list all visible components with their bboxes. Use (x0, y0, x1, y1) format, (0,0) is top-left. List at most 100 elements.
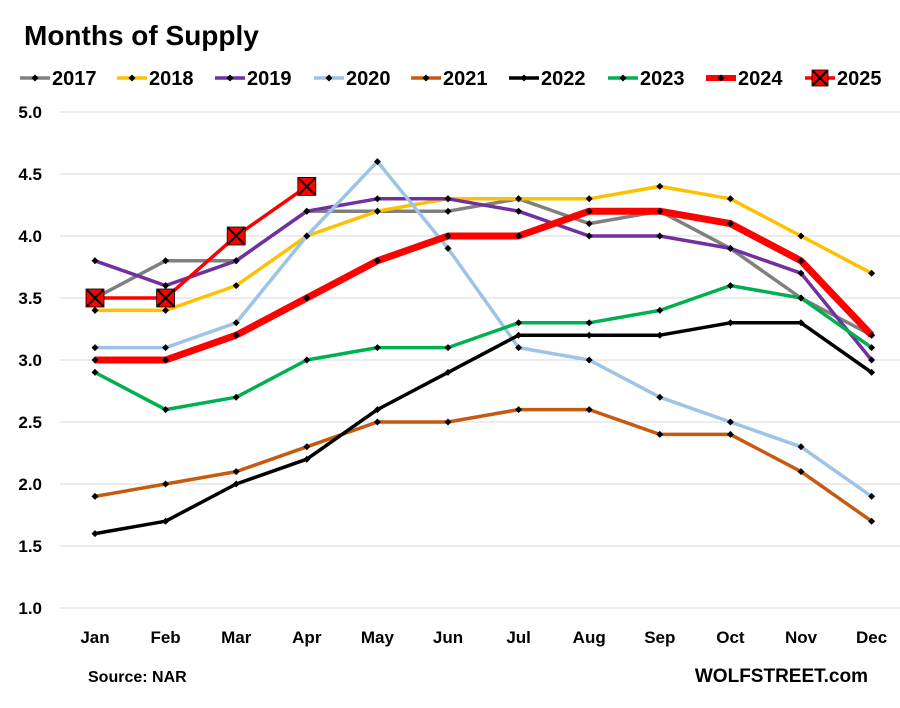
data-point-2019 (726, 244, 734, 252)
data-point-2020 (162, 344, 170, 352)
x-tick-label: Apr (292, 628, 322, 647)
x-tick-label: Oct (716, 628, 745, 647)
data-point-2017 (444, 207, 452, 215)
data-point-2024 (585, 207, 593, 215)
data-point-2020 (726, 418, 734, 426)
legend-item-2019: 2019 (215, 68, 292, 90)
data-point-2022 (162, 517, 170, 525)
data-point-2023 (162, 406, 170, 414)
data-point-2020 (373, 158, 381, 166)
legend-label: 2022 (541, 68, 586, 90)
y-tick-label: 3.0 (18, 351, 42, 370)
legend-item-2025: 2025 (805, 68, 882, 90)
legend-item-2018: 2018 (117, 68, 194, 90)
y-axis: 1.0 1.5 2.0 2.5 3.0 3.5 4.0 4.5 5.0 (18, 103, 42, 618)
series-line-2024 (95, 207, 875, 364)
data-point-2019 (797, 269, 805, 277)
data-point-2023 (232, 393, 240, 401)
data-point-2020 (656, 393, 664, 401)
data-point-2021 (444, 418, 452, 426)
legend-label: 2018 (149, 68, 194, 90)
x-tick-label: Nov (785, 628, 818, 647)
data-point-2023 (515, 319, 523, 327)
data-point-2025 (156, 288, 176, 308)
legend-marker (325, 74, 333, 82)
data-point-2019 (868, 356, 876, 364)
series-line-2020 (95, 159, 873, 498)
data-point-2023 (444, 344, 452, 352)
data-point-2021 (232, 468, 240, 476)
data-point-2017 (162, 257, 170, 265)
legend-marker (520, 74, 528, 82)
data-point-2022 (797, 319, 805, 327)
x-tick-label: Dec (856, 628, 887, 647)
legend-item-2021: 2021 (411, 68, 488, 90)
data-point-2021 (515, 406, 523, 414)
legend-label: 2025 (837, 68, 882, 90)
data-point-2019 (656, 232, 664, 240)
data-point-2023 (656, 306, 664, 314)
data-point-2019 (91, 257, 99, 265)
legend-marker-x (812, 70, 828, 86)
y-tick-label: 5.0 (18, 103, 42, 122)
data-point-2022 (515, 331, 523, 339)
data-point-2019 (162, 282, 170, 290)
data-point-2023 (91, 368, 99, 376)
data-point-2024 (444, 232, 452, 240)
y-tick-label: 2.0 (18, 475, 42, 494)
data-point-2020 (515, 344, 523, 352)
data-point-2023 (373, 344, 381, 352)
legend-marker (226, 74, 234, 82)
legend-label: 2020 (346, 68, 391, 90)
data-point-2024 (303, 294, 311, 302)
data-point-2018 (726, 195, 734, 203)
data-point-2018 (91, 306, 99, 314)
legend-label: 2024 (738, 68, 783, 90)
legend-marker (128, 74, 136, 82)
y-tick-label: 1.5 (18, 537, 42, 556)
data-point-2020 (797, 443, 805, 451)
data-point-2022 (444, 368, 452, 376)
data-point-2022 (232, 480, 240, 488)
data-point-2018 (232, 282, 240, 290)
data-point-2019 (585, 232, 593, 240)
source-note: Source: NAR (88, 669, 187, 686)
data-point-2021 (373, 418, 381, 426)
data-point-2018 (797, 232, 805, 240)
series-line-2025 (95, 184, 308, 300)
legend-item-2022: 2022 (509, 68, 586, 90)
data-point-2018 (868, 269, 876, 277)
data-point-2024 (726, 220, 734, 228)
x-axis: Jan Feb Mar Apr May Jun Jul Aug Sep Oct Nov Dec (80, 628, 887, 647)
data-point-2020 (868, 492, 876, 500)
data-point-2021 (726, 430, 734, 438)
gridlines (60, 111, 900, 609)
data-point-2018 (373, 207, 381, 215)
data-point-2018 (656, 182, 664, 190)
data-point-2024 (162, 356, 170, 364)
data-point-2021 (797, 468, 805, 476)
legend: 2017 2018 2019 2020 2021 2022 2023 2024 2025 (20, 68, 882, 90)
x-tick-label: Sep (644, 628, 675, 647)
data-point-2022 (726, 319, 734, 327)
x-tick-label: Aug (573, 628, 606, 647)
data-point-2024 (373, 257, 381, 265)
legend-item-2024: 2024 (706, 68, 783, 90)
legend-marker (619, 74, 627, 82)
series-line-2021 (94, 407, 873, 523)
y-tick-label: 2.5 (18, 413, 42, 432)
data-point-2024 (515, 232, 523, 240)
series-line-2022 (94, 321, 873, 536)
data-point-2023 (868, 344, 876, 352)
data-point-2020 (303, 232, 311, 240)
marker-x (86, 289, 104, 307)
data-point-2020 (91, 344, 99, 352)
data-point-2023 (726, 282, 734, 290)
data-point-2020 (585, 356, 593, 364)
data-point-2023 (797, 294, 805, 302)
data-point-2018 (162, 306, 170, 314)
x-tick-label: Mar (221, 628, 252, 647)
legend-label: 2023 (640, 68, 685, 90)
data-point-2025 (297, 176, 317, 196)
legend-item-2023: 2023 (608, 68, 685, 90)
